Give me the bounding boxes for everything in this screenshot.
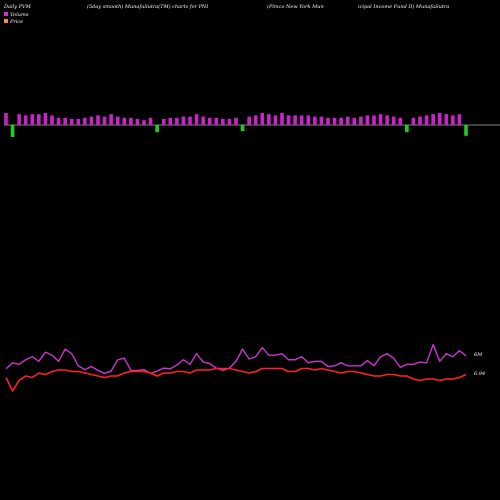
volume-bar — [175, 117, 179, 125]
volume-bar — [194, 114, 199, 125]
volume-bar — [352, 117, 357, 125]
volume-bar — [385, 115, 389, 125]
legend-swatch-price — [4, 19, 8, 23]
volume-value-label: 6M — [474, 352, 483, 358]
volume-bar — [37, 114, 41, 125]
volume-bar — [365, 115, 370, 125]
volume-bar — [4, 113, 8, 125]
volume-bar — [418, 116, 422, 125]
volume-bar — [181, 116, 186, 125]
volume-smooth-line — [5, 343, 467, 375]
header-fund-name-b: icipal Income Fund II) MunafaSutra — [358, 3, 449, 10]
volume-bar — [69, 119, 74, 125]
volume-bar — [372, 115, 376, 125]
volume-bar — [89, 116, 94, 125]
volume-bar — [76, 119, 81, 125]
volume-bar — [155, 125, 159, 133]
price-line — [5, 367, 467, 392]
price-value-label: 6.94 — [474, 371, 485, 377]
volume-bars — [4, 113, 468, 137]
volume-bar — [161, 119, 166, 125]
volume-bar — [444, 114, 449, 125]
volume-bar — [464, 125, 468, 136]
volume-bar — [30, 114, 35, 125]
volume-bar — [345, 116, 350, 125]
volume-bar — [293, 115, 297, 125]
volume-bar — [378, 114, 383, 125]
volume-bar — [313, 116, 317, 125]
volume-bar — [50, 115, 54, 125]
volume-bar — [96, 115, 100, 125]
volume-bar — [102, 116, 107, 125]
volume-bar — [56, 117, 61, 125]
volume-bar — [148, 117, 153, 125]
volume-bar — [109, 114, 113, 125]
volume-bar — [247, 116, 251, 125]
volume-bar — [115, 116, 120, 125]
volume-bar — [227, 119, 232, 125]
volume-bar — [221, 119, 225, 125]
volume-bar — [168, 117, 173, 125]
volume-bar — [122, 117, 127, 125]
volume-bar — [286, 115, 291, 125]
volume-bar — [129, 117, 133, 125]
volume-bar — [431, 114, 435, 125]
legend-label-price: Price — [9, 19, 23, 25]
volume-bar — [201, 116, 205, 125]
volume-bar — [451, 115, 455, 125]
volume-bar — [299, 115, 304, 125]
volume-bar — [83, 117, 87, 125]
indicator-lines — [5, 343, 467, 392]
volume-bar — [267, 114, 271, 125]
volume-bar — [398, 117, 403, 125]
volume-bar — [339, 117, 343, 125]
volume-bar — [405, 125, 409, 133]
volume-bar — [319, 116, 324, 125]
volume-bar — [17, 114, 21, 125]
volume-bar — [43, 113, 48, 125]
volume-bar — [326, 117, 330, 125]
volume-bar — [437, 113, 442, 125]
volume-bar — [142, 120, 146, 125]
volume-bar — [273, 115, 278, 125]
volume-bar — [135, 119, 140, 125]
legend-label-volume: Volume — [10, 12, 29, 18]
volume-bar — [207, 117, 212, 125]
legend: Volume Price — [4, 12, 29, 25]
legend-swatch-volume — [4, 12, 8, 16]
volume-bar — [63, 117, 67, 125]
volume-bar — [240, 125, 245, 131]
header-title: Daily PVM — [3, 4, 32, 10]
volume-bar — [188, 116, 192, 125]
volume-bar — [253, 115, 258, 125]
volume-bar — [280, 113, 284, 125]
header-subtitle: (5day smooth) MunafaSutra(TM) charts for… — [87, 3, 209, 10]
volume-bar — [391, 116, 396, 125]
volume-bar — [234, 117, 238, 125]
volume-bar — [424, 115, 429, 125]
volume-bar — [457, 114, 462, 125]
volume-bar — [411, 117, 416, 125]
chart-header: Daily PVM (5day smooth) MunafaSutra(TM) … — [3, 3, 449, 10]
volume-bar — [332, 117, 337, 125]
header-fund-name-a: (Pimco New York Mun — [267, 3, 324, 10]
volume-bar — [10, 125, 15, 137]
volume-bar — [214, 117, 219, 125]
volume-bar — [359, 116, 363, 125]
volume-bar — [260, 113, 265, 125]
volume-bar — [23, 115, 28, 125]
volume-bar — [306, 115, 311, 125]
